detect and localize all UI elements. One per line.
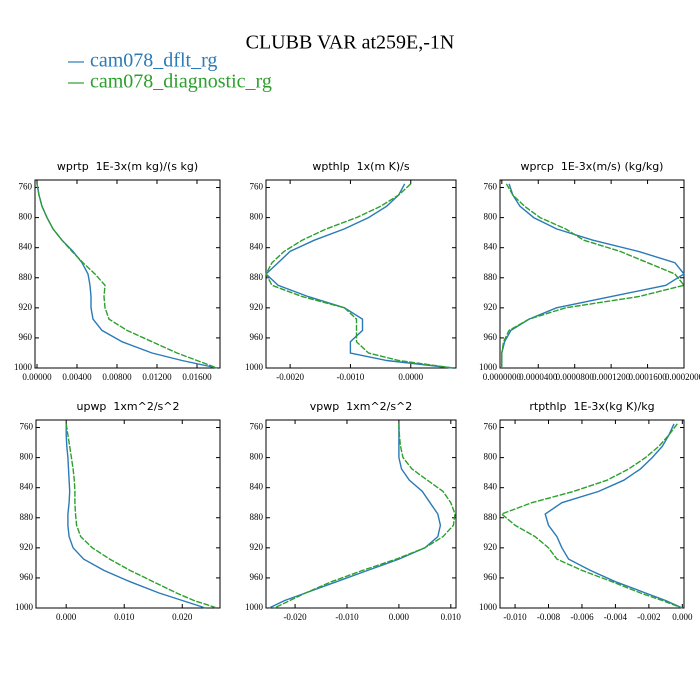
x-tick-label: -0.010 — [335, 612, 359, 622]
y-tick-label: 960 — [484, 572, 498, 582]
y-tick-label: 1000 — [479, 362, 498, 372]
panel-title: wpthlp 1x(m K)/s — [312, 160, 410, 173]
y-tick-label: 840 — [484, 482, 498, 492]
y-tick-label: 1000 — [245, 602, 264, 612]
y-tick-label: 800 — [19, 212, 33, 222]
x-tick-label: 0.0000800 — [556, 372, 595, 382]
y-tick-label: 840 — [484, 242, 498, 252]
x-tick-label: 0.010 — [114, 612, 135, 622]
x-tick-label: -0.004 — [604, 612, 628, 622]
y-tick-label: 960 — [250, 332, 264, 342]
x-tick-label: -0.020 — [283, 612, 307, 622]
x-tick-label: 0.0000000 — [483, 372, 522, 382]
y-tick-label: 960 — [484, 332, 498, 342]
y-tick-label: 920 — [484, 542, 498, 552]
panel-title: wprtp 1E-3x(m kg)/(s kg) — [57, 160, 198, 173]
panel-title: rtpthlp 1E-3x(kg K)/kg — [529, 400, 654, 413]
y-tick-label: 1000 — [479, 602, 498, 612]
x-tick-label: -0.0020 — [276, 372, 304, 382]
plot-frame — [35, 419, 221, 609]
y-tick-label: 1000 — [14, 362, 33, 372]
y-tick-label: 760 — [19, 182, 33, 192]
x-tick-label: 0.020 — [172, 612, 193, 622]
y-tick-label: 920 — [484, 302, 498, 312]
panel-title: upwp 1xm^2/s^2 — [76, 400, 179, 413]
x-tick-label: 0.00000 — [22, 372, 52, 382]
x-tick-label: -0.002 — [637, 612, 660, 622]
x-tick-label: 0.0002000 — [665, 372, 700, 382]
y-tick-label: 880 — [250, 272, 264, 282]
profile-line — [268, 423, 442, 609]
y-tick-label: 800 — [20, 452, 34, 462]
x-tick-label: 0.000 — [56, 612, 77, 622]
y-tick-label: 760 — [250, 422, 264, 432]
y-tick-label: 880 — [484, 272, 498, 282]
y-tick-label: 840 — [250, 482, 264, 492]
y-tick-label: 800 — [250, 452, 264, 462]
x-tick-label: 0.01200 — [142, 372, 172, 382]
y-tick-label: 920 — [20, 542, 34, 552]
figure-title: CLUBB VAR at259E,-1N — [246, 32, 455, 54]
y-tick-label: 760 — [20, 422, 34, 432]
y-tick-label: 800 — [250, 212, 264, 222]
y-tick-label: 880 — [250, 512, 264, 522]
x-tick-label: -0.010 — [503, 612, 527, 622]
x-tick-label: 0.0000400 — [519, 372, 558, 382]
legend-label: cam078_dflt_rg — [90, 50, 217, 72]
profile-line — [273, 423, 456, 609]
y-tick-label: 800 — [484, 452, 498, 462]
x-tick-label: 0.000 — [672, 612, 693, 622]
legend-label: cam078_diagnostic_rg — [90, 71, 272, 93]
y-tick-label: 960 — [20, 572, 34, 582]
y-tick-label: 920 — [19, 302, 33, 312]
y-tick-label: 760 — [250, 182, 264, 192]
y-tick-label: 880 — [19, 272, 33, 282]
y-tick-label: 760 — [484, 182, 498, 192]
x-tick-label: -0.0010 — [337, 372, 365, 382]
y-tick-label: 800 — [484, 212, 498, 222]
y-tick-label: 760 — [484, 422, 498, 432]
profile-line — [265, 183, 454, 369]
x-tick-label: 0.0001200 — [592, 372, 631, 382]
plot-frame — [34, 179, 221, 369]
profile-line — [36, 183, 218, 369]
x-tick-label: 0.000 — [389, 612, 410, 622]
y-tick-label: 880 — [484, 512, 498, 522]
plot-frame — [265, 179, 457, 369]
y-tick-label: 920 — [250, 302, 264, 312]
profile-line — [501, 183, 686, 368]
profile-line — [65, 423, 218, 609]
profile-line — [65, 423, 206, 609]
x-tick-label: 0.00400 — [62, 372, 92, 382]
profile-line — [544, 423, 683, 609]
y-tick-label: 840 — [19, 242, 33, 252]
plot-frame — [265, 419, 457, 609]
profile-line — [36, 183, 218, 369]
x-tick-label: 0.0001600 — [628, 372, 667, 382]
profile-line — [264, 183, 454, 369]
x-tick-label: -0.008 — [537, 612, 561, 622]
y-tick-label: 880 — [20, 512, 34, 522]
profile-line — [500, 423, 683, 609]
panel-title: vpwp 1xm^2/s^2 — [310, 400, 413, 413]
x-tick-label: 0.0000 — [398, 372, 423, 382]
plot-frame — [499, 419, 685, 609]
profile-line — [501, 183, 686, 368]
y-tick-label: 960 — [19, 332, 33, 342]
panel-title: wprcp 1E-3x(m/s) (kg/kg) — [521, 160, 664, 173]
x-tick-label: 0.00800 — [102, 372, 132, 382]
x-tick-label: 0.010 — [441, 612, 462, 622]
x-tick-label: 0.01600 — [182, 372, 212, 382]
y-tick-label: 960 — [250, 572, 264, 582]
y-tick-label: 920 — [250, 542, 264, 552]
x-tick-label: -0.006 — [570, 612, 594, 622]
y-tick-label: 1000 — [15, 602, 34, 612]
y-tick-label: 1000 — [245, 362, 264, 372]
y-tick-label: 840 — [20, 482, 34, 492]
y-tick-label: 840 — [250, 242, 264, 252]
